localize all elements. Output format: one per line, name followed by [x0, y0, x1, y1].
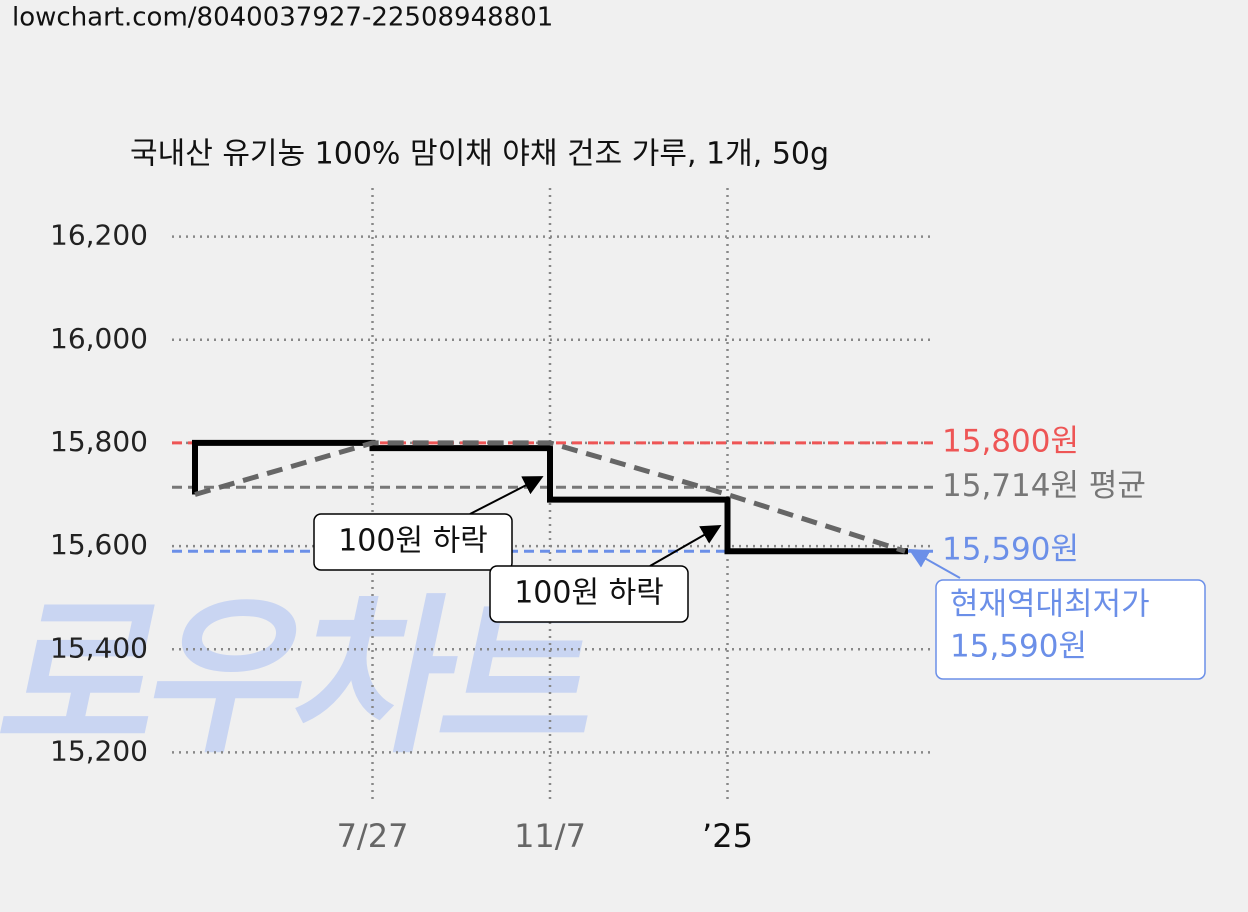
chart-title: 국내산 유기농 100% 맘이채 야채 건조 가루, 1개, 50g — [130, 137, 829, 172]
callout-box — [935, 579, 1206, 680]
x-tick-label: 11/7 — [514, 817, 586, 855]
callout-text: 15,590원 — [950, 629, 1087, 665]
y-tick-label: 15,800 — [50, 425, 148, 458]
annotation-arrow — [649, 525, 722, 567]
y-tick-label: 15,600 — [50, 528, 148, 561]
y-tick-label: 16,200 — [50, 219, 148, 252]
callout-text: 현재역대최저가 — [950, 587, 1150, 623]
reference-label: 15,714원 평균 — [942, 468, 1146, 504]
callout-arrow — [908, 549, 961, 579]
x-tick-label: ’25 — [702, 817, 753, 855]
trend-line — [194, 440, 906, 554]
y-tick-label: 15,200 — [50, 734, 148, 767]
reference-label: 15,800원 — [942, 423, 1079, 459]
annotation-box — [489, 565, 689, 623]
annotation-arrow — [469, 476, 544, 515]
annotation-text: 100원 하락 — [514, 576, 664, 611]
annotation-box — [313, 513, 513, 571]
reference-label: 15,590원 — [942, 532, 1079, 568]
x-tick-label: 7/27 — [337, 817, 409, 855]
y-tick-label: 16,000 — [50, 322, 148, 355]
annotation-text: 100원 하락 — [338, 524, 488, 559]
url: lowchart.com/8040037927-22508948801 — [12, 3, 553, 33]
y-tick-label: 15,400 — [50, 631, 148, 664]
